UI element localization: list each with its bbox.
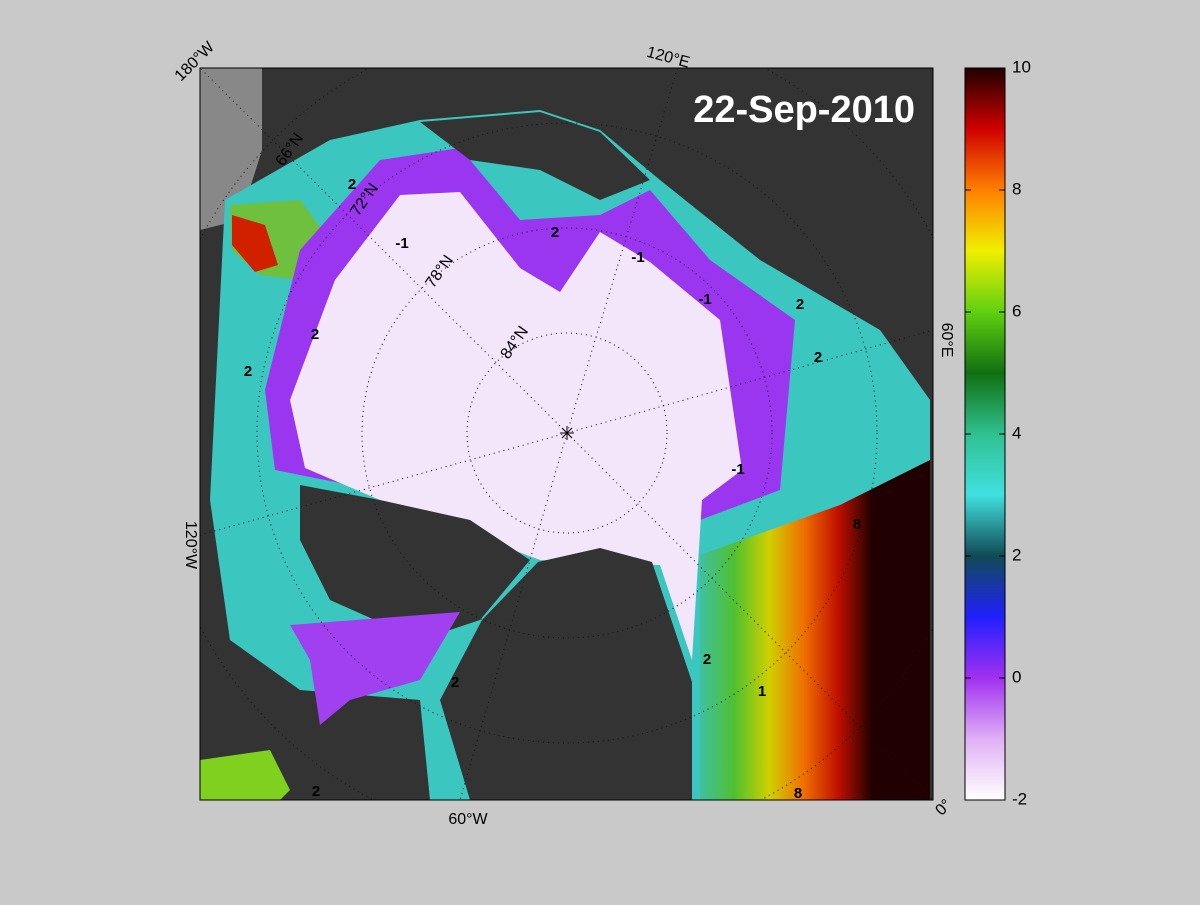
contour-label: 2 <box>796 296 804 313</box>
parallel <box>361 227 773 639</box>
greenland <box>440 548 692 800</box>
contour-label: 2 <box>244 363 252 380</box>
meridian <box>566 329 933 434</box>
tick-label: 4 <box>1012 423 1021 442</box>
contour-label: 1 <box>758 683 766 700</box>
contour-label: 2 <box>311 326 319 343</box>
map-frame <box>199 67 934 801</box>
date: 22-Sep-2010 <box>693 89 915 131</box>
meridian <box>200 432 568 536</box>
contour-label: 2 <box>703 651 711 668</box>
longitude-label: 120°W <box>182 521 199 570</box>
siberia-coast <box>420 112 650 200</box>
parallel <box>256 122 878 744</box>
contour-label: 2 <box>451 674 459 691</box>
map-area <box>200 68 933 800</box>
contour-label: 8 <box>794 785 802 802</box>
contour-label: 8 <box>853 516 861 533</box>
contour-label: -1 <box>395 235 408 252</box>
channels <box>290 612 460 725</box>
longitude-label: 60°W <box>448 811 488 828</box>
longitude-label: 120°E <box>645 44 692 72</box>
contour-label: 2 <box>312 783 320 800</box>
longitude-label: 60°E <box>938 323 955 358</box>
graticule <box>200 68 933 800</box>
contour-label: 2 <box>348 176 356 193</box>
sea-ice <box>290 192 742 660</box>
ocean-atlantic <box>700 460 930 800</box>
tick-label: 0 <box>1012 667 1021 686</box>
parallel <box>466 332 668 534</box>
contour-label: 2 <box>814 349 822 366</box>
tick-label: 8 <box>1012 179 1021 198</box>
tick-label: 2 <box>1012 545 1021 564</box>
tick-label: -2 <box>1012 789 1027 808</box>
tick-label: 6 <box>1012 301 1021 320</box>
tick-label: 10 <box>1012 57 1031 76</box>
ocean-bay <box>200 750 290 800</box>
archipelago <box>300 485 530 640</box>
contour-label: -1 <box>731 461 744 478</box>
longitude-label: 0° <box>932 796 955 819</box>
contour-label: -1 <box>698 291 711 308</box>
ocean-hot-patch <box>232 215 278 272</box>
contour-label: -1 <box>631 249 644 266</box>
pole <box>560 426 574 440</box>
contour-label: 2 <box>551 224 559 241</box>
